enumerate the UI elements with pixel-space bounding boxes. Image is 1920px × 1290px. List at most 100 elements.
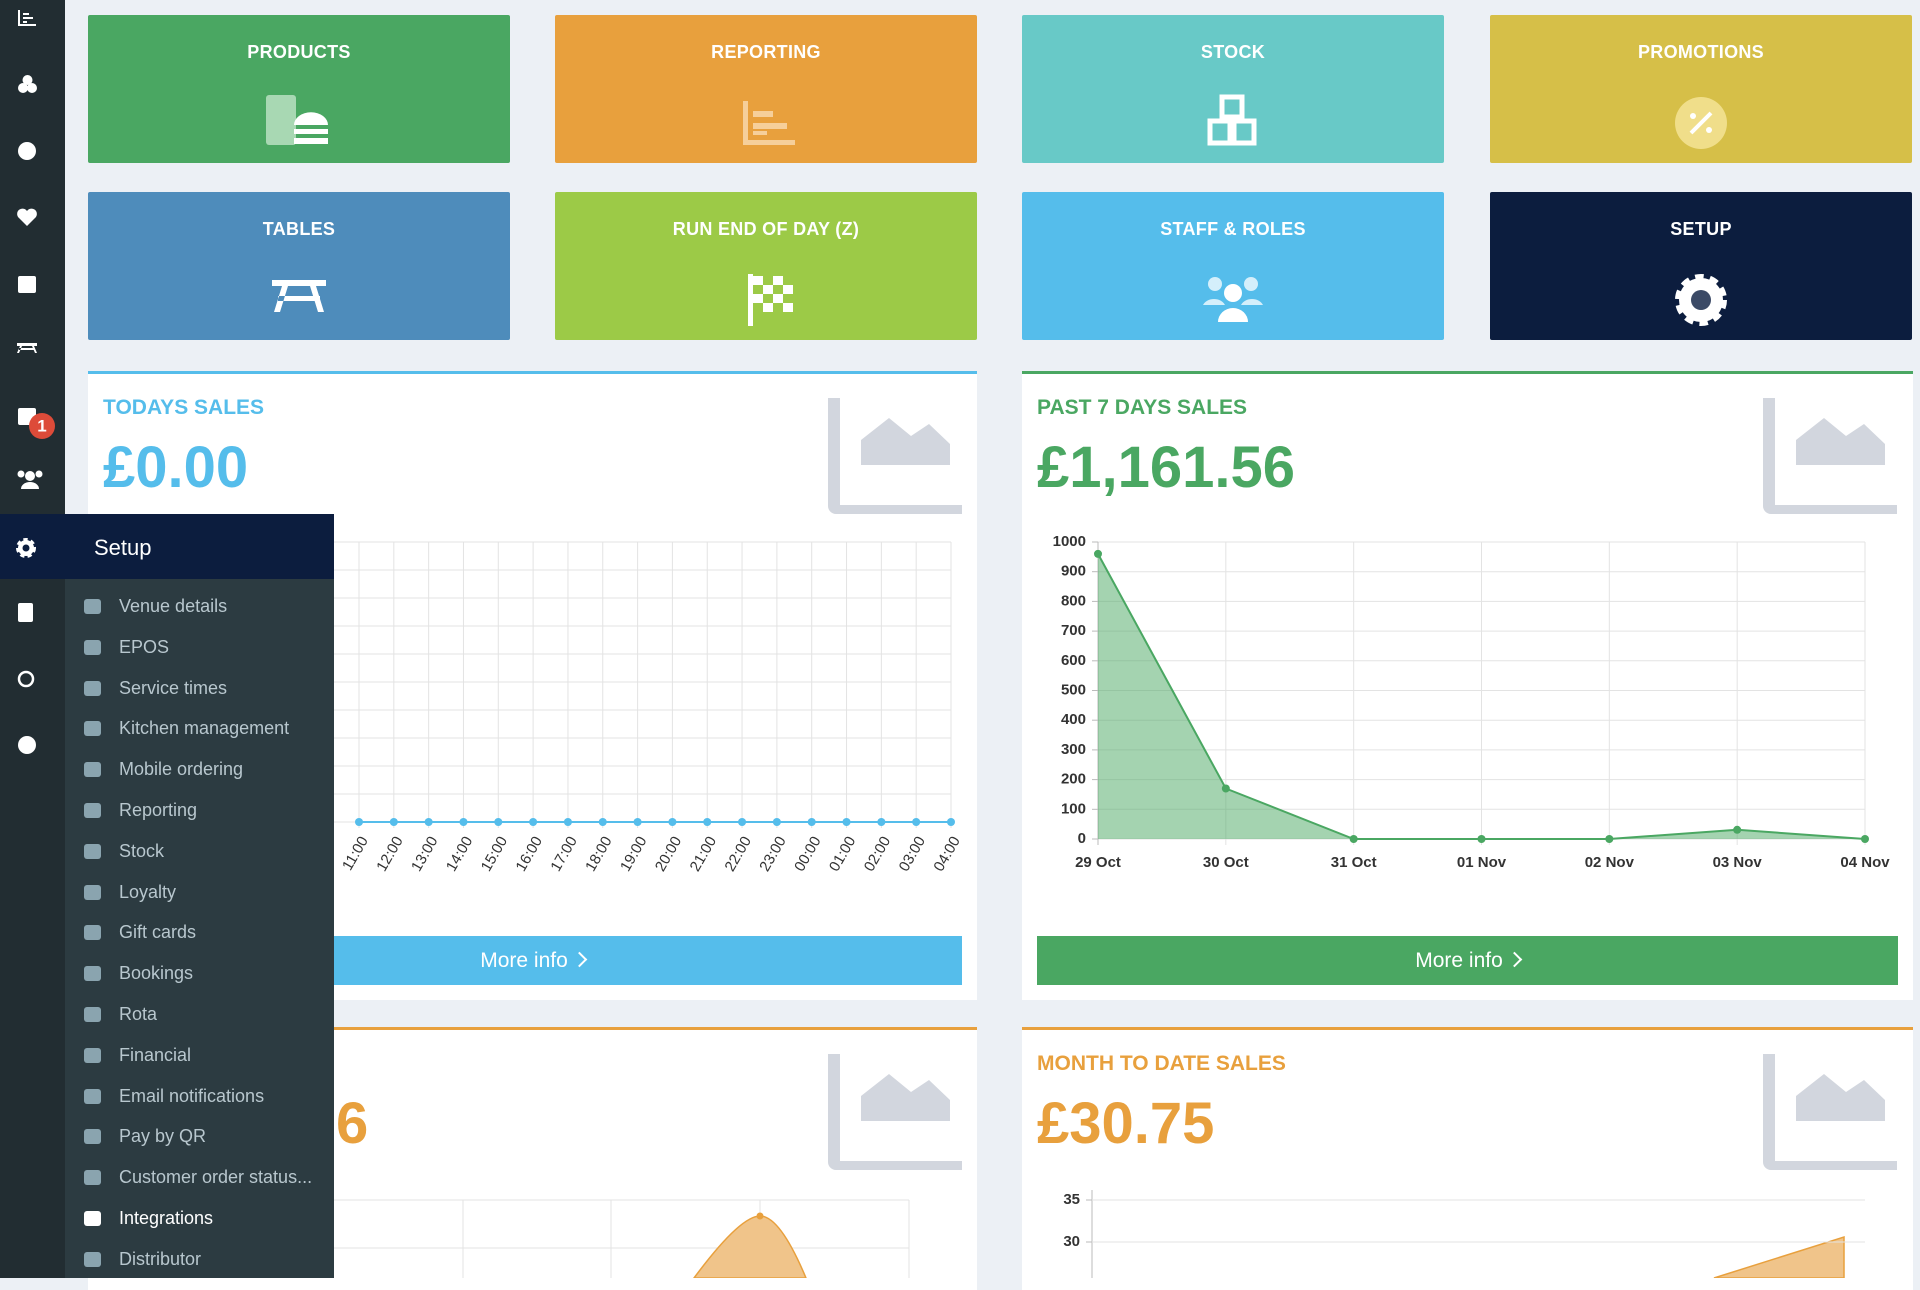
menu-item[interactable]: Integrations xyxy=(119,1208,214,1228)
icon-bookings[interactable] xyxy=(18,276,36,293)
menu-item-icon xyxy=(84,1007,101,1022)
menu-item[interactable]: Gift cards xyxy=(119,922,197,943)
menu-item-icon xyxy=(84,925,101,941)
icon-help[interactable] xyxy=(18,736,36,754)
tile-label: STAFF & ROLES xyxy=(1160,219,1306,239)
icon-integrations[interactable] xyxy=(17,670,35,688)
tile[interactable]: PROMOTIONS xyxy=(1490,15,1912,163)
tile-icon xyxy=(1675,97,1727,149)
tile-icon xyxy=(1203,277,1263,322)
menu-item[interactable]: Rota xyxy=(119,1004,158,1024)
y-tick-label: 700 xyxy=(1061,622,1086,639)
menu-item[interactable]: Pay by QR xyxy=(119,1126,207,1147)
menu-item-icon xyxy=(84,599,101,614)
x-tick-label: 30 Oct xyxy=(1203,854,1249,871)
x-tick-label: 03 Nov xyxy=(1713,854,1763,871)
decor-point xyxy=(756,1212,764,1220)
panel-value: £1,161.56 xyxy=(1037,435,1296,500)
x-tick-label: 04 Nov xyxy=(1840,854,1890,871)
tile-label: PRODUCTS xyxy=(247,42,351,62)
x-tick-label: 17:00 xyxy=(547,833,580,874)
menu-item[interactable]: Distributor xyxy=(119,1248,202,1269)
y-tick-label: 900 xyxy=(1061,563,1086,580)
y-tick-label: 30 xyxy=(1063,1233,1080,1250)
x-tick-label: 20:00 xyxy=(652,833,685,874)
icon-documents[interactable] xyxy=(18,603,33,622)
menu-item-icon xyxy=(84,843,101,859)
menu-item-icon xyxy=(84,884,101,900)
menu-item-icon xyxy=(84,1088,101,1104)
menu-icon xyxy=(16,538,36,558)
x-tick-label: 00:00 xyxy=(791,833,824,874)
tile-icon xyxy=(743,101,795,145)
tile-label: SETUP xyxy=(1670,219,1732,239)
y-tick-label: 35 xyxy=(1063,1191,1080,1208)
menu-item-icon xyxy=(84,1047,101,1063)
menu-item-icon xyxy=(84,1129,101,1145)
point xyxy=(703,818,712,826)
setup-menu: Setup Venue details EPOS Service times Kitc… xyxy=(0,514,334,1278)
more-info-button[interactable]: More info xyxy=(1037,936,1898,985)
decor-area xyxy=(693,1215,807,1278)
panel-value: 6 xyxy=(336,1091,369,1156)
menu-item[interactable]: Customer order status... xyxy=(119,1167,313,1188)
y-tick-label: 400 xyxy=(1061,711,1086,728)
point xyxy=(1349,835,1358,843)
sidebar: 1 xyxy=(0,0,65,1278)
menu-item[interactable]: Kitchen management xyxy=(119,718,290,739)
menu-item[interactable]: Email notifications xyxy=(119,1085,265,1106)
decor-grid xyxy=(300,1199,910,1278)
badge-count: 1 xyxy=(37,416,46,435)
x-tick-label: 29 Oct xyxy=(1075,854,1121,871)
icon-loyalty[interactable] xyxy=(17,208,37,226)
menu-item[interactable]: Financial xyxy=(119,1044,192,1065)
area xyxy=(1098,553,1865,839)
menu-item[interactable]: Service times xyxy=(119,677,228,698)
tile[interactable]: STAFF & ROLES xyxy=(1022,192,1444,340)
badge xyxy=(29,413,55,439)
x-tick-label: 15:00 xyxy=(478,833,511,874)
menu-item[interactable]: EPOS xyxy=(119,636,170,657)
point xyxy=(877,818,886,826)
tile-label: PROMOTIONS xyxy=(1637,42,1764,62)
point xyxy=(668,818,677,826)
point xyxy=(598,818,607,826)
menu-item-icon xyxy=(84,1170,101,1186)
point xyxy=(912,818,921,826)
menu-title: Setup xyxy=(94,535,152,560)
menu-item[interactable]: Bookings xyxy=(119,963,194,984)
menu-item[interactable]: Stock xyxy=(119,840,165,861)
menu-item[interactable]: Loyalty xyxy=(119,881,177,902)
menu-item-icon xyxy=(84,966,101,982)
tile[interactable]: TABLES xyxy=(88,192,510,340)
tile[interactable]: RUN END OF DAY (Z) xyxy=(555,192,977,340)
menu-header[interactable]: Setup xyxy=(0,514,334,579)
point xyxy=(772,818,781,826)
y-tick-label: 100 xyxy=(1061,800,1086,817)
tile[interactable]: STOCK xyxy=(1022,15,1444,163)
menu-item[interactable]: Venue details xyxy=(119,596,228,616)
point xyxy=(1221,784,1230,793)
x-tick-label: 01:00 xyxy=(826,833,859,874)
tile-label: REPORTING xyxy=(711,42,821,62)
tile-icon xyxy=(272,280,326,312)
y-tick-label: 500 xyxy=(1061,681,1086,698)
tile-label: RUN END OF DAY (Z) xyxy=(672,219,860,239)
menu-item[interactable]: Reporting xyxy=(119,800,198,820)
menu-item[interactable]: Mobile ordering xyxy=(119,759,244,780)
x-tick-label: 21:00 xyxy=(687,833,720,874)
tile-label: STOCK xyxy=(1200,42,1266,62)
tile[interactable]: PRODUCTS xyxy=(88,15,510,163)
tile[interactable]: SETUP xyxy=(1490,192,1912,340)
x-tick-label: 04:00 xyxy=(930,833,963,874)
icon-reporting[interactable] xyxy=(18,10,36,26)
x-tick-label: 23:00 xyxy=(756,833,789,874)
point xyxy=(633,818,642,826)
menu-item-icon xyxy=(84,721,101,737)
icon-staff[interactable] xyxy=(25,471,35,481)
icon-tables[interactable] xyxy=(17,343,37,353)
tile[interactable]: REPORTING xyxy=(555,15,977,163)
x-tick-label: 19:00 xyxy=(617,833,650,874)
icon-promotions[interactable] xyxy=(18,142,36,160)
icon-stock[interactable] xyxy=(18,83,28,93)
